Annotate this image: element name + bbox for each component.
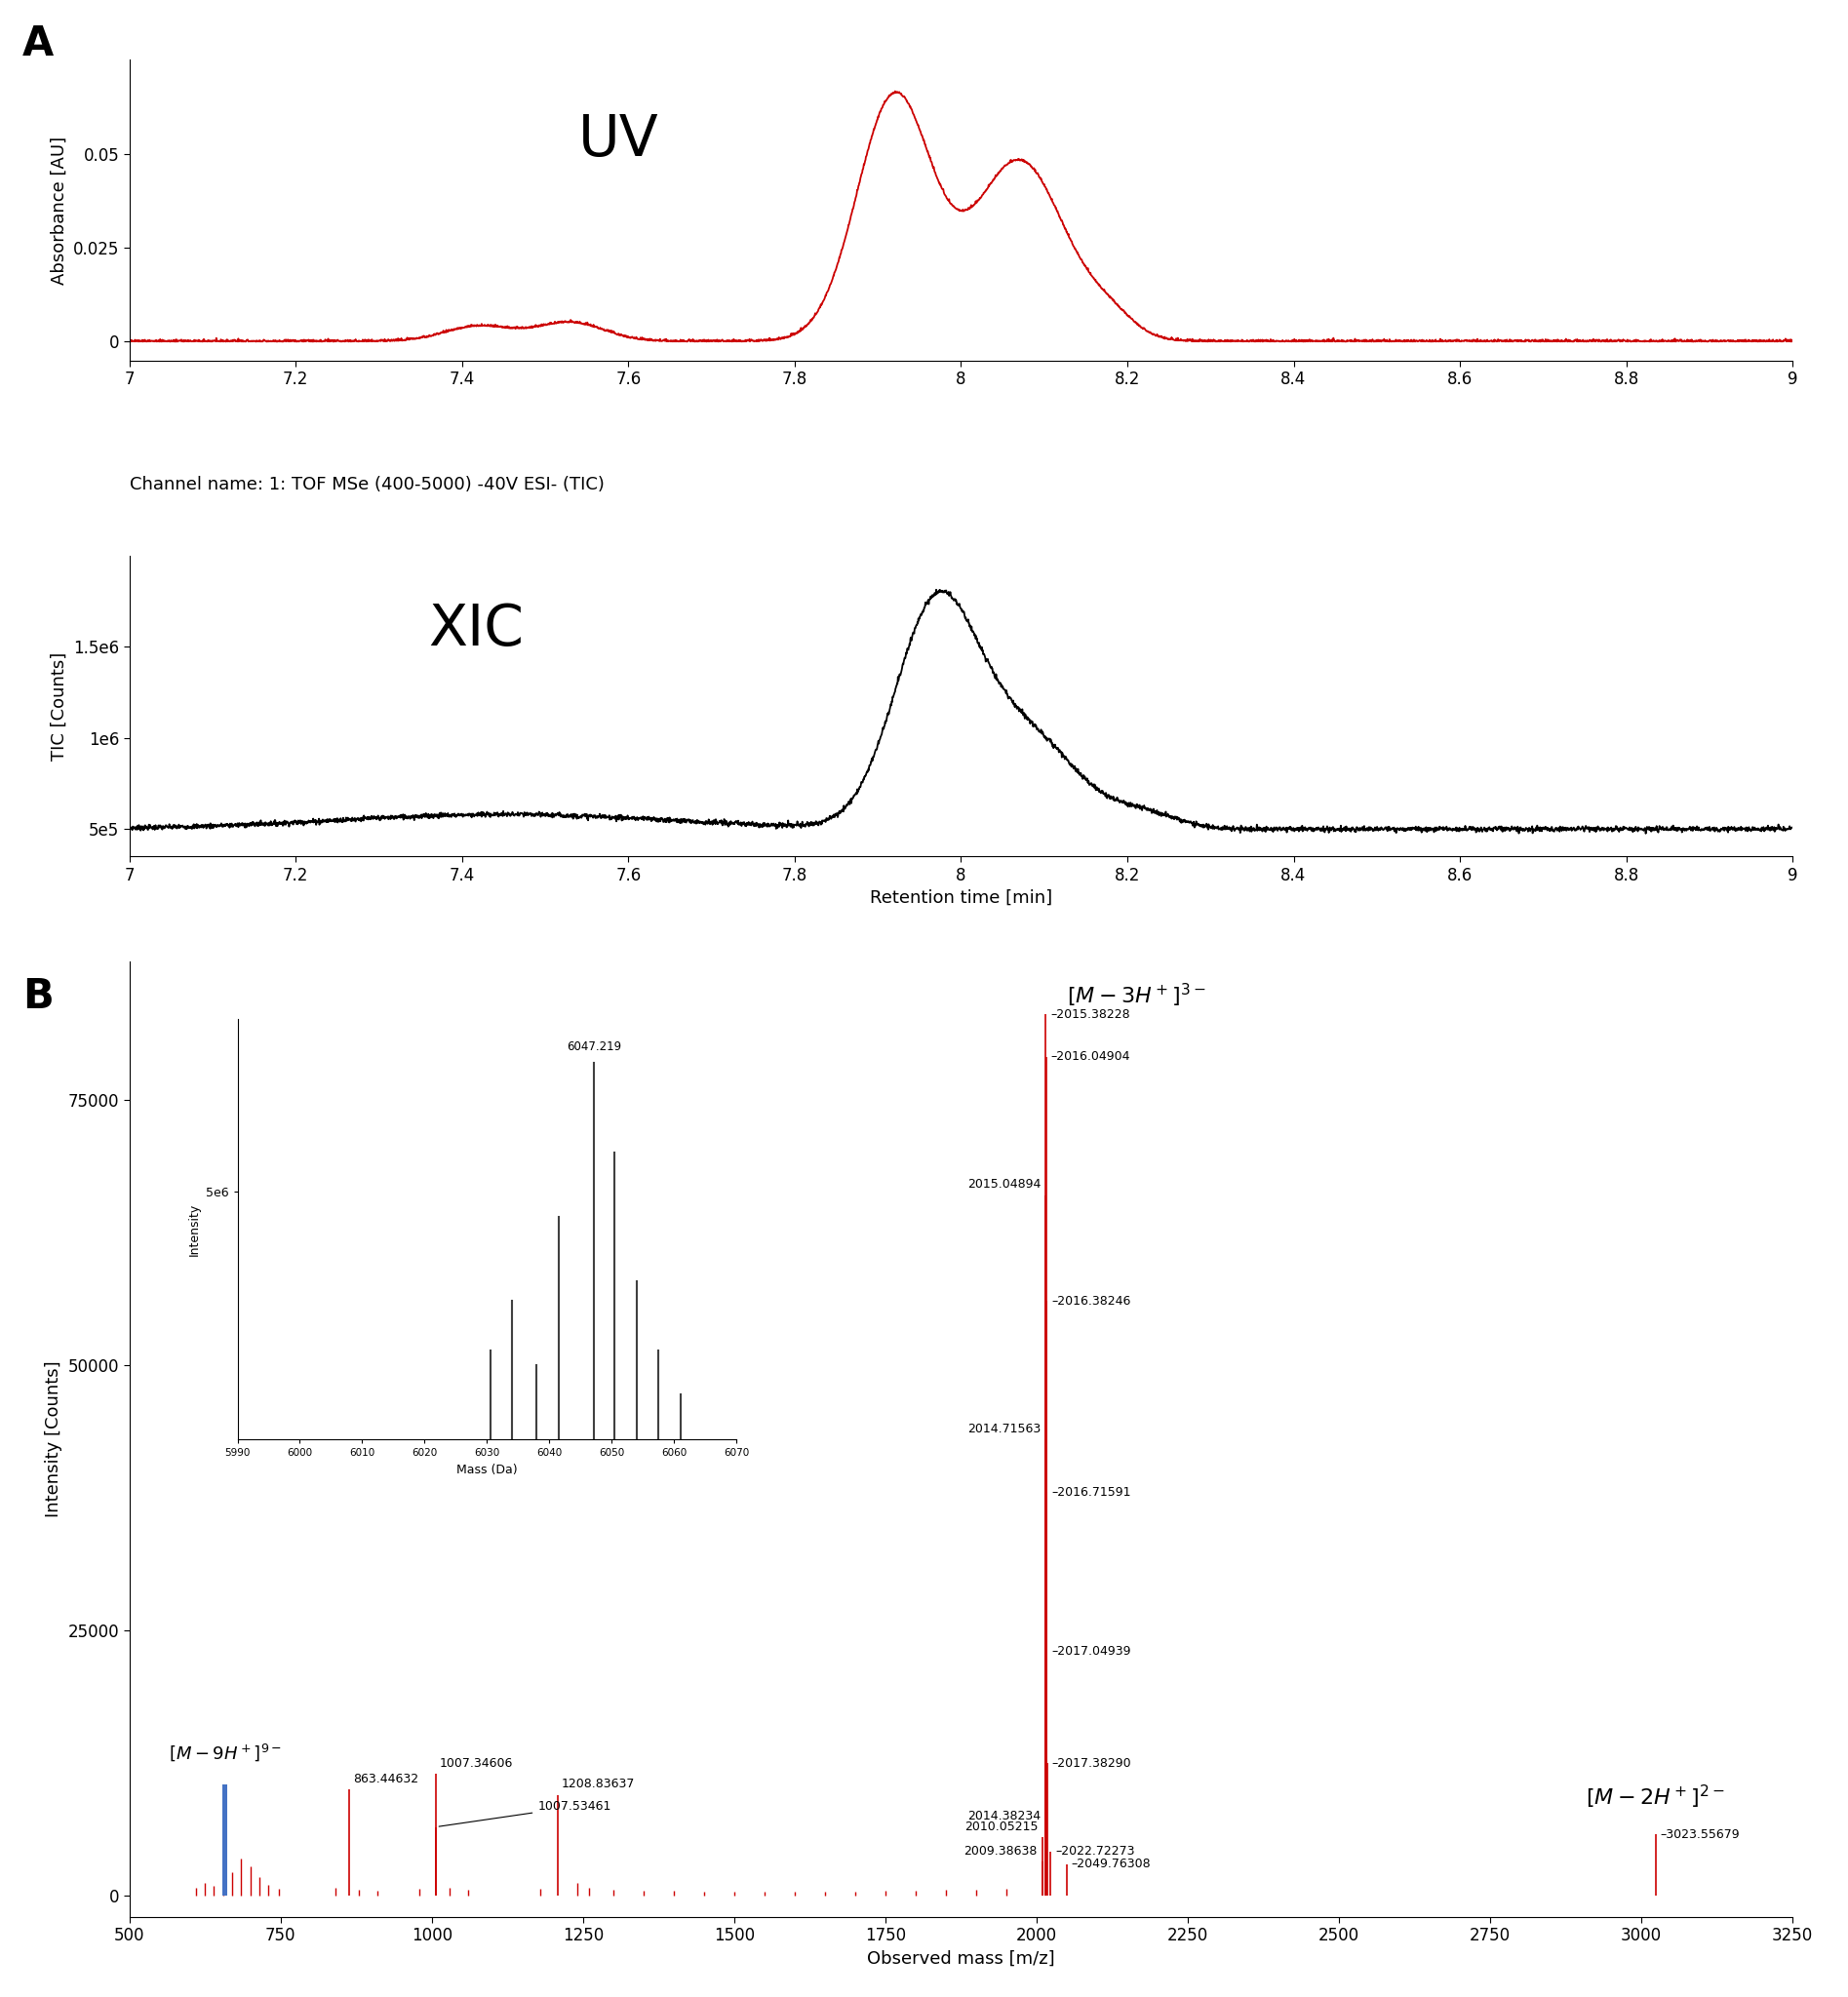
Text: 1007.53461: 1007.53461 [440, 1801, 612, 1827]
Text: –2017.04939: –2017.04939 [1052, 1646, 1131, 1658]
Text: 2014.38234: 2014.38234 [967, 1809, 1040, 1823]
Text: $[M-2H^+]^{2-}$: $[M-2H^+]^{2-}$ [1586, 1783, 1724, 1811]
Text: –2016.04904: –2016.04904 [1052, 1050, 1131, 1062]
Text: –2016.38246: –2016.38246 [1052, 1294, 1131, 1308]
Text: 2010.05215: 2010.05215 [965, 1821, 1039, 1833]
Y-axis label: Absorbance [AU]: Absorbance [AU] [50, 136, 68, 284]
Y-axis label: TIC [Counts]: TIC [Counts] [50, 651, 68, 761]
Text: –2049.76308: –2049.76308 [1072, 1857, 1151, 1871]
Text: 2009.38638: 2009.38638 [965, 1845, 1037, 1857]
Text: 2015.04894: 2015.04894 [967, 1178, 1040, 1190]
Text: –2015.38228: –2015.38228 [1052, 1008, 1131, 1020]
Text: –2016.71591: –2016.71591 [1052, 1486, 1131, 1498]
Text: $[M-9H^+]^{9-}$: $[M-9H^+]^{9-}$ [168, 1741, 281, 1763]
Text: Deconvolved: Deconvolved [445, 1058, 700, 1092]
Text: XIC: XIC [429, 601, 525, 657]
Text: –3023.55679: –3023.55679 [1661, 1827, 1741, 1841]
Text: 863.44632: 863.44632 [353, 1773, 418, 1785]
Text: 1007.34606: 1007.34606 [440, 1757, 514, 1769]
X-axis label: Observed mass [m/z]: Observed mass [m/z] [867, 1951, 1055, 1967]
Text: $[M-3H^+]^{3-}$: $[M-3H^+]^{3-}$ [1066, 983, 1205, 1008]
Text: 1208.83637: 1208.83637 [562, 1777, 636, 1791]
Text: –2017.38290: –2017.38290 [1052, 1757, 1131, 1769]
Text: Channel name: 1: TOF MSe (400-5000) -40V ESI- (TIC): Channel name: 1: TOF MSe (400-5000) -40V… [129, 475, 604, 493]
Y-axis label: Intensity [Counts]: Intensity [Counts] [44, 1362, 63, 1518]
Text: –2022.72273: –2022.72273 [1055, 1845, 1135, 1857]
Bar [224, 1785, 227, 1895]
Text: B: B [22, 977, 54, 1016]
X-axis label: Retention time [min]: Retention time [min] [870, 889, 1052, 907]
Text: A: A [22, 24, 54, 64]
Text: UV: UV [578, 112, 660, 168]
Text: 2014.71563: 2014.71563 [967, 1422, 1040, 1436]
